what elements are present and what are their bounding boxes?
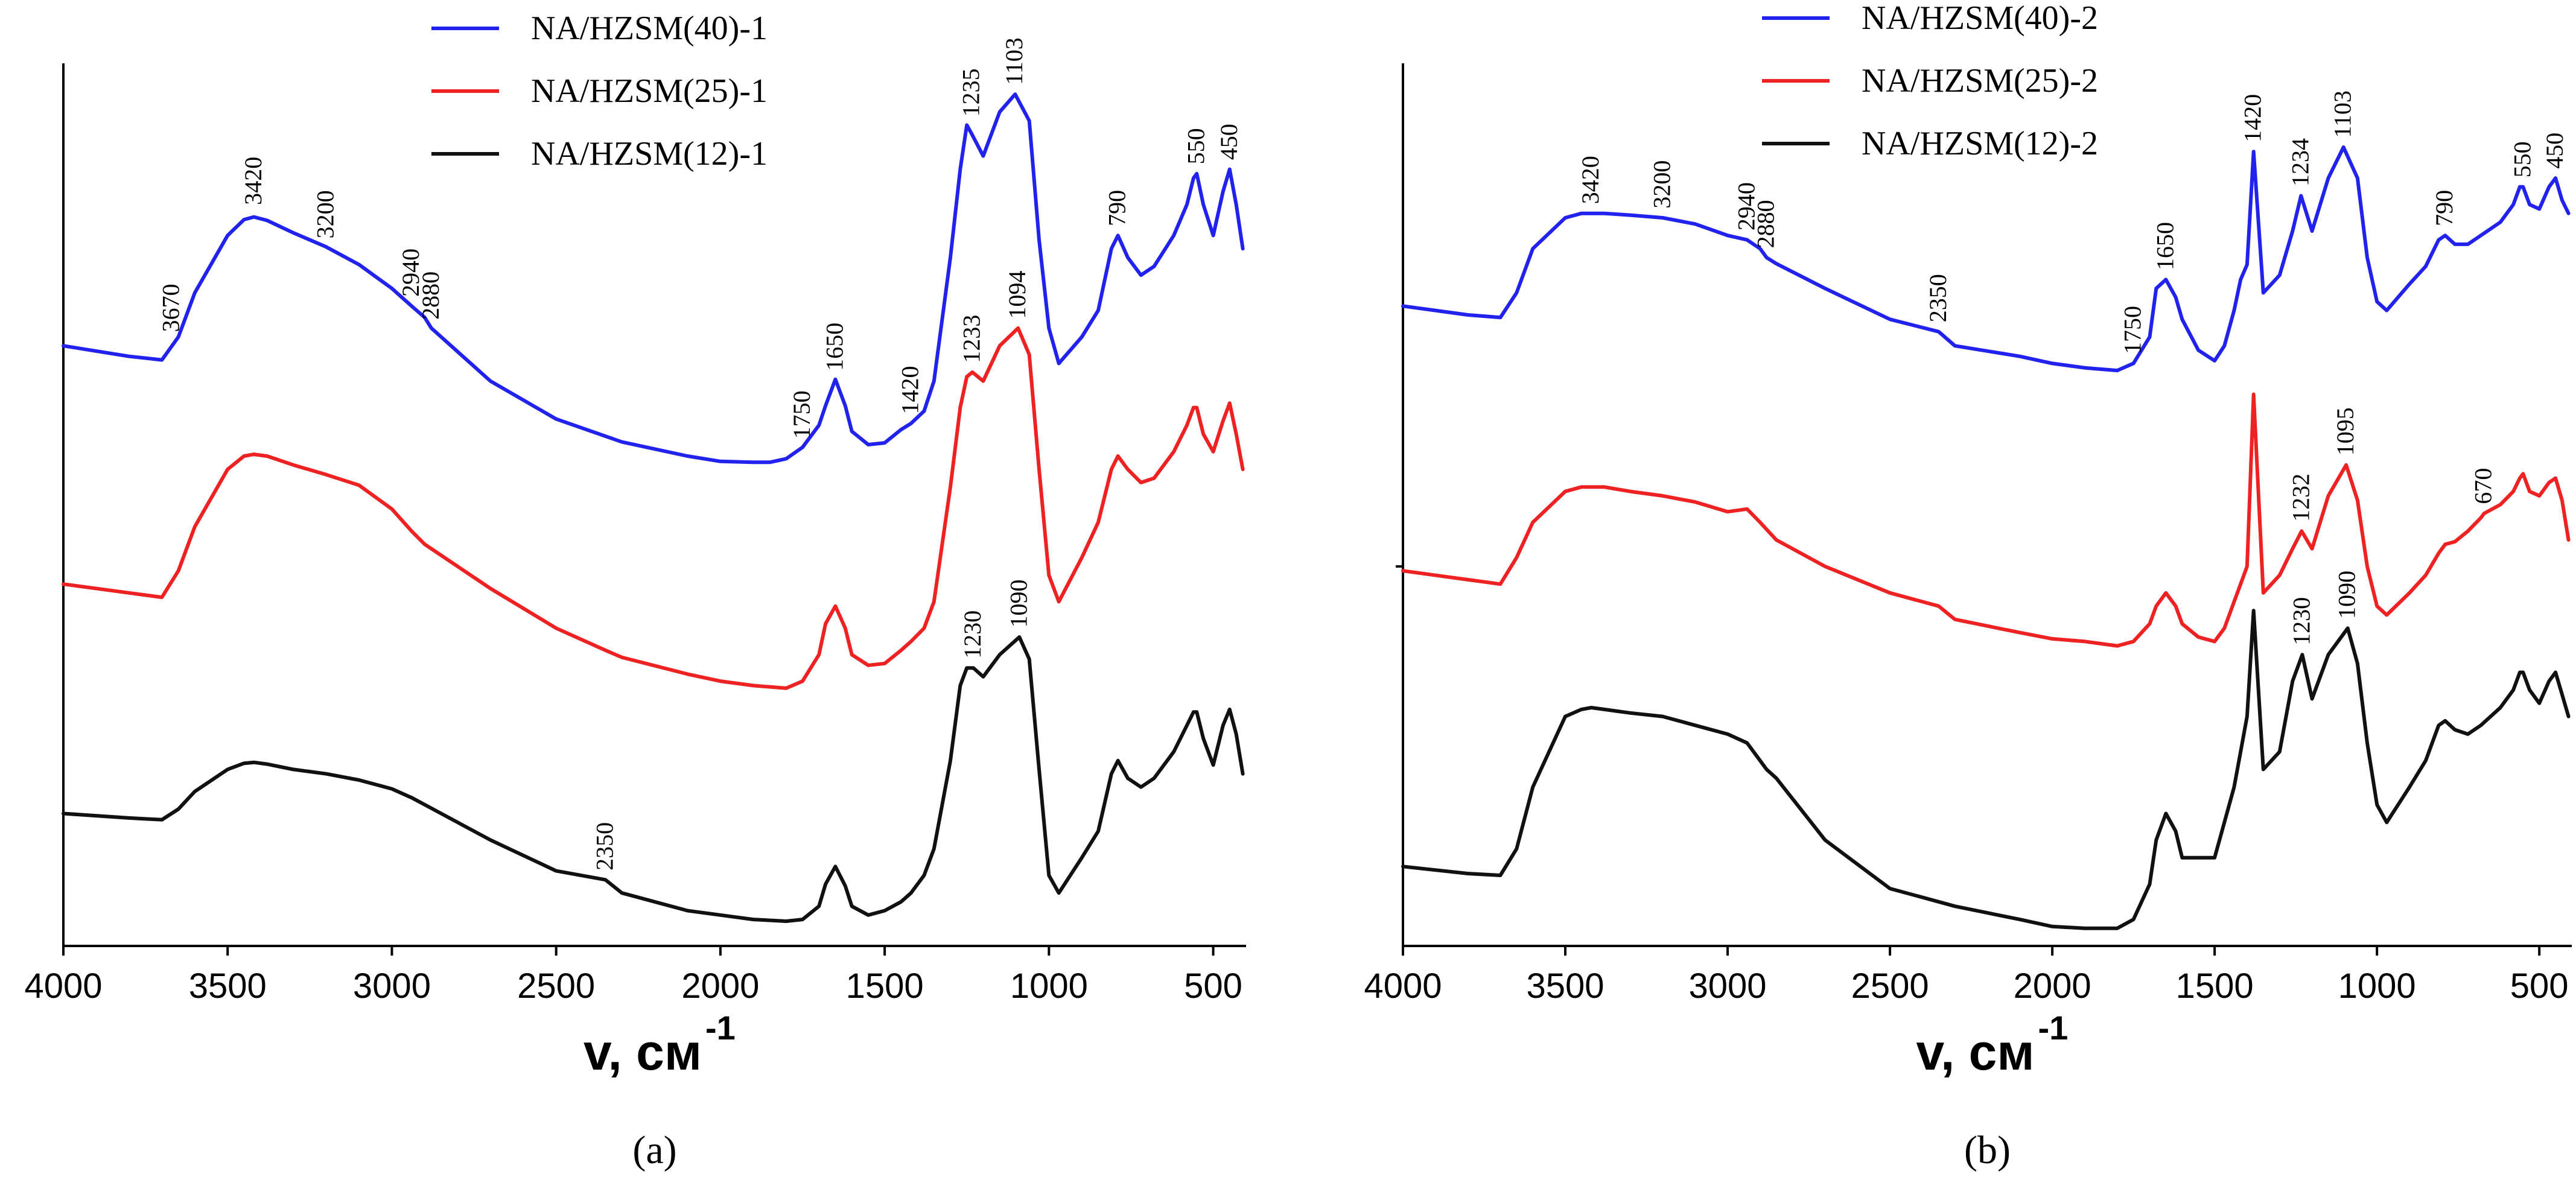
x-tick-label: 2000 bbox=[681, 966, 759, 1006]
series-line-1 bbox=[1401, 145, 2571, 373]
series-line-1 bbox=[62, 92, 1245, 465]
peak-label: 1230 bbox=[959, 611, 986, 659]
x-tick-label: 2000 bbox=[2014, 966, 2091, 1006]
legend-label: NA/HZSM(12)-2 bbox=[1862, 125, 2098, 162]
peak-label: 2940 bbox=[1732, 182, 1760, 230]
x-tick-label: 1500 bbox=[2176, 966, 2254, 1006]
peak-label: 1750 bbox=[2119, 306, 2146, 354]
chart-panel-b: 4000 3500 3000 2500 2000 1500 1000 500 v, см -1 (b… bbox=[1364, 0, 2572, 1172]
peak-label: 1103 bbox=[1000, 37, 1028, 85]
series-line-3 bbox=[1401, 609, 2571, 930]
x-tick-label: 500 bbox=[1184, 966, 1242, 1006]
x-tick-label: 1000 bbox=[2338, 966, 2416, 1006]
x-tick-label: 2500 bbox=[517, 966, 595, 1006]
peak-label: 1090 bbox=[1005, 579, 1032, 627]
x-tick-label: 3500 bbox=[1527, 966, 1604, 1006]
legend-label: NA/HZSM(40)-1 bbox=[531, 10, 768, 47]
peak-label: 1230 bbox=[2288, 597, 2315, 646]
x-tick-label: 3000 bbox=[353, 966, 431, 1006]
x-axis-title: v, см bbox=[584, 1024, 702, 1080]
x-tick-label: 500 bbox=[2510, 966, 2569, 1006]
peak-label: 2350 bbox=[591, 822, 618, 871]
peak-label: 1234 bbox=[2286, 138, 2314, 186]
x-tick-label: 1000 bbox=[1010, 966, 1088, 1006]
panel-label: (a) bbox=[632, 1128, 676, 1172]
x-axis-title-superscript: -1 bbox=[2038, 1009, 2069, 1047]
peak-label: 1103 bbox=[2329, 90, 2356, 138]
x-tick-label: 3000 bbox=[1689, 966, 1767, 1006]
peak-label: 3420 bbox=[1577, 156, 1604, 204]
peak-label: 2350 bbox=[1924, 274, 1951, 322]
x-axis-title: v, см bbox=[1916, 1024, 2034, 1080]
peak-label: 790 bbox=[1104, 190, 1131, 226]
peak-label: 2880 bbox=[417, 271, 444, 320]
peak-label: 550 bbox=[2508, 141, 2536, 177]
x-tick-label: 4000 bbox=[1364, 966, 1442, 1006]
x-tick-label: 1500 bbox=[846, 966, 924, 1006]
legend-label: NA/HZSM(40)-2 bbox=[1862, 0, 2098, 37]
peak-label: 1235 bbox=[957, 68, 984, 116]
chart-panel-a: 4000 3500 3000 2500 2000 1500 1000 500 v, см -1 (a… bbox=[24, 10, 1246, 1172]
peak-label: 1650 bbox=[2151, 222, 2178, 270]
peak-label: 1094 bbox=[1003, 270, 1031, 319]
peak-label: 1232 bbox=[2287, 474, 2314, 522]
peak-label: 3420 bbox=[240, 157, 267, 205]
legend-label: NA/HZSM(25)-2 bbox=[1862, 62, 2098, 100]
peak-label: 3670 bbox=[157, 284, 185, 332]
peak-label: 1095 bbox=[2332, 407, 2359, 455]
peak-label: 2940 bbox=[397, 249, 424, 297]
peak-label: 1233 bbox=[958, 315, 985, 363]
peak-label: 550 bbox=[1182, 128, 1209, 164]
peak-label: 1750 bbox=[788, 390, 815, 439]
peak-label: 670 bbox=[2470, 468, 2497, 504]
x-axis-title-superscript: -1 bbox=[705, 1009, 736, 1047]
peak-label: 3200 bbox=[312, 190, 339, 238]
series-line-2 bbox=[1401, 392, 2571, 648]
x-tick-label: 2500 bbox=[1851, 966, 1929, 1006]
peak-label: 1650 bbox=[821, 323, 848, 371]
series-line-3 bbox=[62, 635, 1245, 923]
x-tick-label: 4000 bbox=[24, 966, 102, 1006]
peak-label: 450 bbox=[1215, 124, 1242, 160]
series-line-2 bbox=[62, 326, 1245, 690]
peak-label: 3200 bbox=[1648, 160, 1675, 209]
peak-label: 1420 bbox=[2239, 94, 2266, 142]
legend-label: NA/HZSM(25)-1 bbox=[531, 72, 768, 110]
x-tick-label: 3500 bbox=[189, 966, 267, 1006]
panel-label: (b) bbox=[1964, 1128, 2011, 1172]
peak-label: 790 bbox=[2431, 190, 2458, 226]
peak-label: 1090 bbox=[2333, 571, 2361, 619]
peak-label: 2880 bbox=[1752, 200, 1779, 248]
legend-label: NA/HZSM(12)-1 bbox=[531, 135, 768, 173]
peak-label: 450 bbox=[2541, 133, 2568, 169]
peak-label: 1420 bbox=[897, 366, 924, 414]
